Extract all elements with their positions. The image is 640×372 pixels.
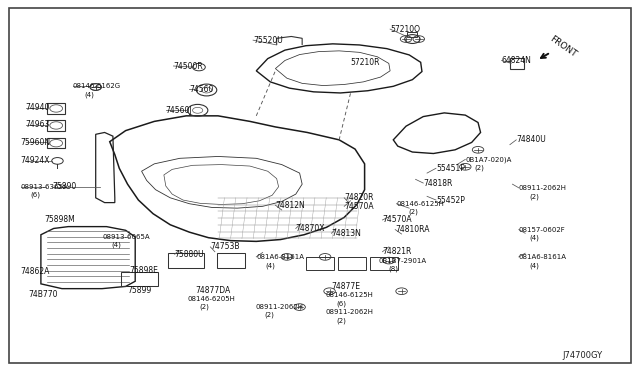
Text: 75899: 75899 — [127, 286, 152, 295]
Text: 74924X: 74924X — [20, 156, 50, 166]
Text: 75880U: 75880U — [175, 250, 204, 259]
Text: 75520U: 75520U — [253, 36, 283, 45]
Text: 74870X: 74870X — [296, 224, 325, 233]
Text: (4): (4) — [84, 91, 94, 98]
Text: 081A6-8161A: 081A6-8161A — [256, 254, 304, 260]
Text: 74810RA: 74810RA — [395, 225, 429, 234]
Bar — [47, 103, 65, 113]
Text: 74560: 74560 — [189, 85, 214, 94]
Text: 08913-6365A: 08913-6365A — [20, 184, 68, 190]
Text: 08146-6125H: 08146-6125H — [325, 292, 373, 298]
Text: 75890: 75890 — [52, 182, 77, 191]
Text: 0B1B7-2901A: 0B1B7-2901A — [379, 257, 427, 264]
Text: 74818R: 74818R — [423, 179, 452, 187]
Text: 57210R: 57210R — [351, 58, 380, 67]
Text: 0B1A7-020)A: 0B1A7-020)A — [465, 156, 511, 163]
Text: 74940: 74940 — [26, 103, 50, 112]
Text: 75898M: 75898M — [45, 215, 76, 224]
Text: (2): (2) — [264, 312, 275, 318]
Text: (2): (2) — [475, 164, 484, 171]
Text: FRONT: FRONT — [548, 34, 579, 59]
Text: J74700GY: J74700GY — [562, 351, 602, 360]
Bar — [407, 32, 417, 37]
Text: 75898E: 75898E — [129, 266, 157, 275]
Text: 08911-2062H: 08911-2062H — [325, 309, 373, 315]
Text: 74862A: 74862A — [20, 267, 50, 276]
Text: 08911-2062H: 08911-2062H — [255, 304, 303, 310]
Text: (2): (2) — [408, 209, 418, 215]
Text: 74821R: 74821R — [383, 247, 412, 256]
Text: 74570A: 74570A — [344, 202, 374, 211]
Text: (6): (6) — [336, 300, 346, 307]
Text: (4): (4) — [111, 242, 122, 248]
Text: 74570A: 74570A — [383, 215, 412, 224]
Text: 74753B: 74753B — [211, 243, 240, 251]
Text: 64824N: 64824N — [502, 56, 531, 65]
Text: (8): (8) — [388, 266, 398, 272]
Text: 55452P: 55452P — [436, 196, 465, 205]
Text: 57210O: 57210O — [390, 25, 420, 33]
Text: 08146-6162G: 08146-6162G — [73, 83, 121, 89]
Text: 74812N: 74812N — [275, 201, 305, 210]
Text: 08146-6125H: 08146-6125H — [396, 201, 444, 207]
Bar — [47, 138, 65, 148]
Text: 08911-2062H: 08911-2062H — [519, 185, 567, 191]
Text: 75960N: 75960N — [20, 138, 51, 147]
Text: (4): (4) — [266, 262, 276, 269]
Text: (4): (4) — [529, 262, 539, 269]
Text: 74560J: 74560J — [166, 106, 193, 115]
Bar — [510, 58, 524, 68]
Text: 74813N: 74813N — [332, 229, 362, 238]
Text: (2): (2) — [336, 318, 346, 324]
Text: (4): (4) — [529, 234, 539, 241]
Text: 08913-6065A: 08913-6065A — [102, 234, 150, 240]
Text: 74840U: 74840U — [516, 135, 546, 144]
Text: 74963: 74963 — [26, 120, 50, 129]
Text: 74B770: 74B770 — [28, 291, 58, 299]
Text: 74877DA: 74877DA — [196, 286, 231, 295]
Text: 08146-6205H: 08146-6205H — [188, 296, 236, 302]
Text: (2): (2) — [199, 304, 209, 310]
Text: 55451P: 55451P — [436, 164, 465, 173]
Text: 74820R: 74820R — [344, 193, 374, 202]
Text: (2): (2) — [529, 193, 539, 200]
Text: 08157-0602F: 08157-0602F — [519, 227, 566, 232]
Text: 74500R: 74500R — [173, 61, 203, 71]
Text: 74877E: 74877E — [332, 282, 360, 291]
Text: (6): (6) — [30, 192, 40, 198]
Text: 081A6-8161A: 081A6-8161A — [519, 254, 567, 260]
Bar — [47, 120, 65, 131]
